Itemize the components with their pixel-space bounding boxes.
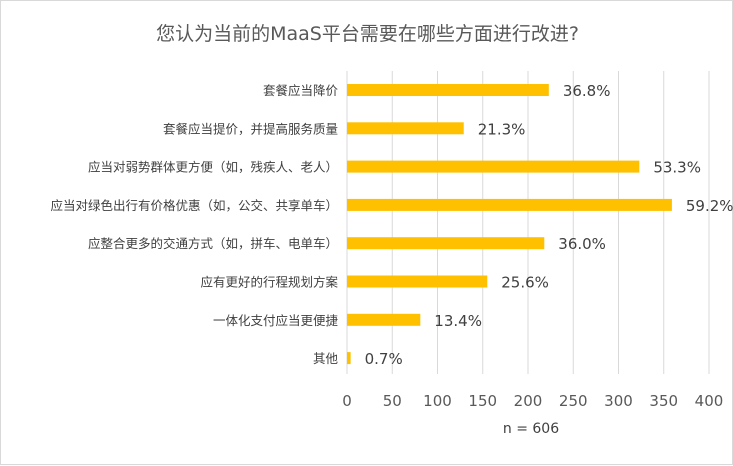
bar xyxy=(347,237,545,250)
data-label: 53.3% xyxy=(653,159,701,177)
bar xyxy=(347,352,351,365)
data-label: 36.8% xyxy=(563,82,611,100)
bar xyxy=(347,160,640,173)
chart-title: 您认为当前的MaaS平台需要在哪些方面进行改进? xyxy=(156,23,579,45)
category-label: 一体化支付应当更便捷 xyxy=(213,313,339,328)
category-label: 套餐应当降价 xyxy=(263,83,339,98)
x-tick-label: 250 xyxy=(559,392,588,410)
x-tick-label: 0 xyxy=(342,392,352,410)
x-tick-label: 150 xyxy=(468,392,497,410)
data-label: 21.3% xyxy=(478,120,526,138)
x-tick-label: 350 xyxy=(649,392,678,410)
data-label: 0.7% xyxy=(365,350,403,368)
category-label: 应有更好的行程规划方案 xyxy=(200,275,338,290)
x-tick-label: 100 xyxy=(423,392,452,410)
x-tick-label: 400 xyxy=(695,392,724,410)
bar xyxy=(347,198,672,211)
data-label: 36.0% xyxy=(558,235,606,253)
data-label: 25.6% xyxy=(501,274,549,292)
category-label: 其他 xyxy=(313,351,339,366)
sample-size-note: n = 606 xyxy=(502,421,560,437)
bar xyxy=(347,275,488,288)
bar xyxy=(347,313,421,326)
bar xyxy=(347,122,464,135)
data-label: 59.2% xyxy=(686,197,733,215)
x-tick-label: 200 xyxy=(514,392,543,410)
x-tick-label: 300 xyxy=(604,392,633,410)
bar xyxy=(347,84,549,96)
x-tick-label: 50 xyxy=(383,392,402,410)
category-label: 套餐应当提价，并提高服务质量 xyxy=(163,121,338,136)
category-label: 应当对绿色出行有价格优惠（如，公交、共享单车） xyxy=(50,198,338,213)
category-label: 应整合更多的交通方式（如，拼车、电单车） xyxy=(88,236,338,251)
category-label: 应当对弱势群体更方便（如，残疾人、老人） xyxy=(88,160,338,175)
data-label: 13.4% xyxy=(434,312,482,330)
